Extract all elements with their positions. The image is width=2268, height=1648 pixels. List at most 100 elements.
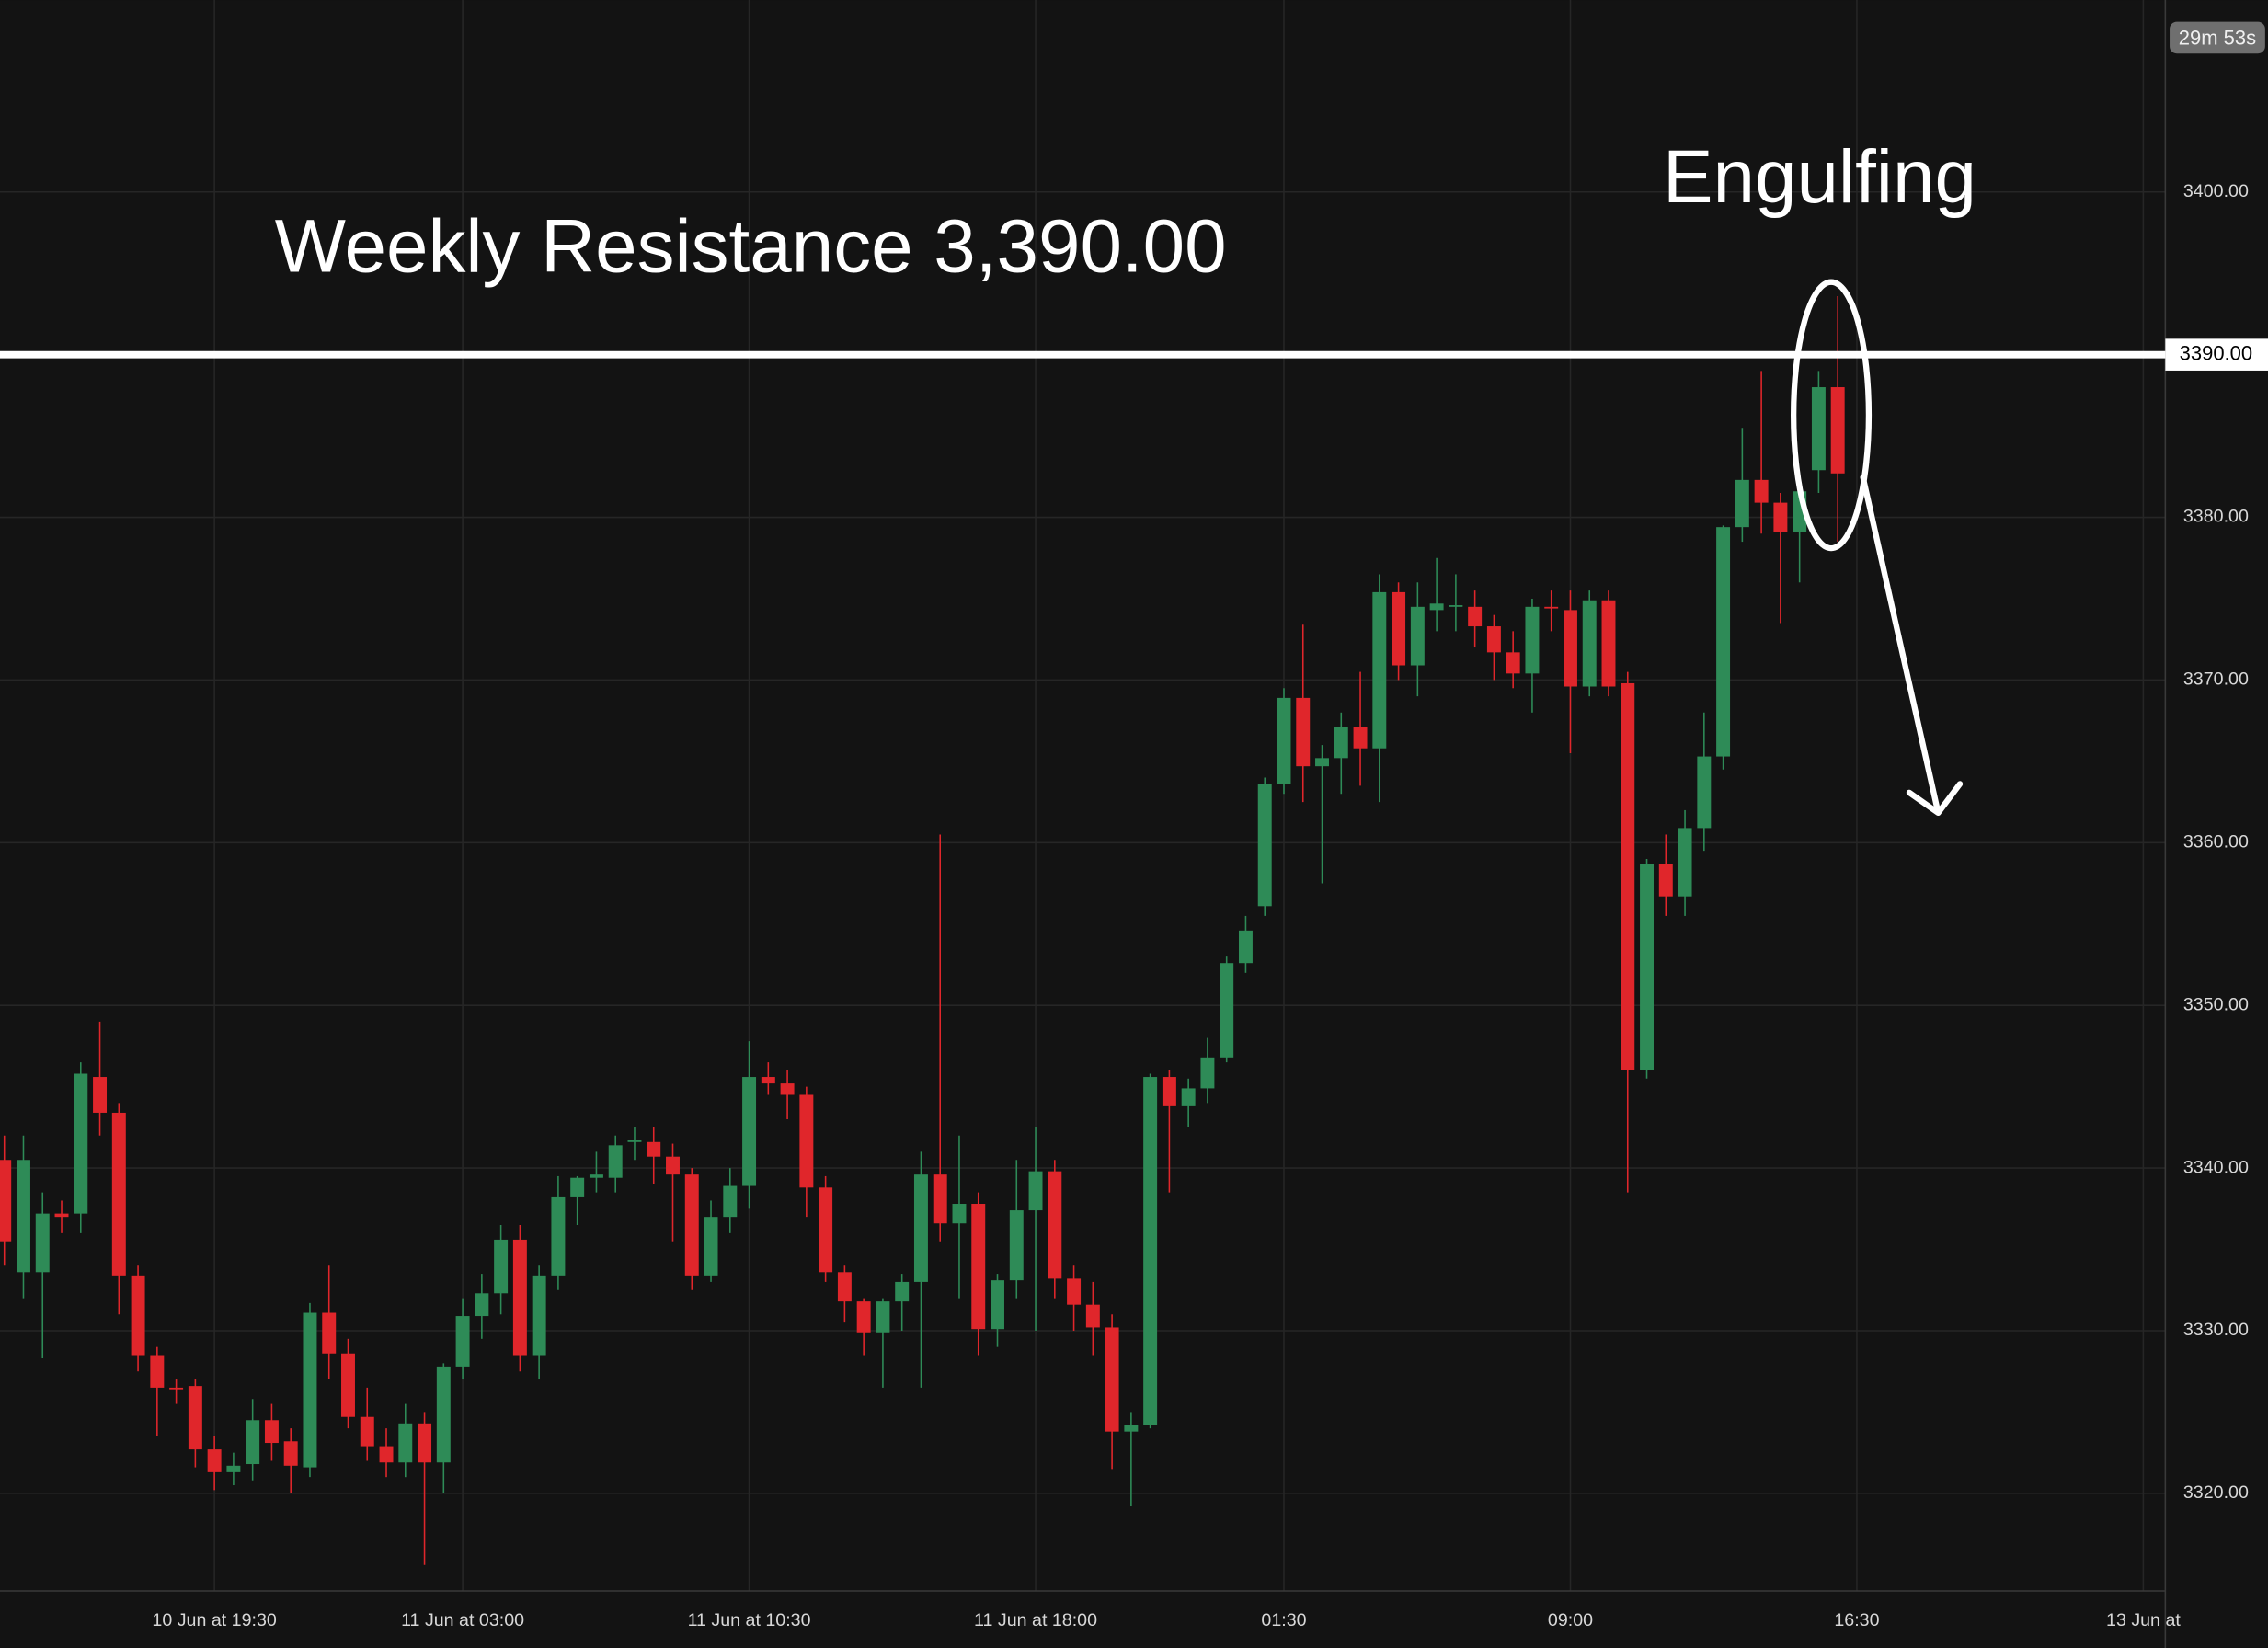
candle-body <box>1181 1088 1196 1106</box>
candle-body <box>264 1420 279 1444</box>
candle-body <box>360 1416 374 1447</box>
candle-body <box>704 1217 718 1276</box>
candle-body <box>418 1423 432 1463</box>
candle-body <box>74 1073 88 1214</box>
candle-body <box>54 1213 69 1218</box>
y-tick-label: 3400.00 <box>2183 181 2249 201</box>
x-tick-label: 13 Jun at <box>2106 1610 2181 1631</box>
x-tick-label: 11 Jun at 03:00 <box>401 1610 524 1631</box>
candle-body <box>246 1420 260 1465</box>
candle-body <box>1773 502 1788 532</box>
candle-body <box>1601 600 1616 687</box>
x-tick-label: 10 Jun at 19:30 <box>152 1610 276 1631</box>
candle-body <box>1085 1304 1100 1328</box>
candle-body <box>1162 1077 1176 1106</box>
candle-body <box>0 1160 12 1242</box>
candle-body <box>341 1353 355 1417</box>
candle-body <box>1353 727 1368 749</box>
candle-body <box>1372 591 1387 749</box>
candle-body <box>876 1301 890 1333</box>
candle-body <box>207 1449 222 1472</box>
candle-body <box>1238 930 1253 964</box>
candle-body <box>1716 527 1731 757</box>
candle-body <box>761 1077 775 1084</box>
candle-body <box>1678 828 1692 897</box>
x-tick-label: 01:30 <box>1261 1610 1306 1631</box>
candle-body <box>819 1187 833 1273</box>
candle-body <box>532 1275 546 1356</box>
candle-body <box>895 1281 910 1302</box>
candle-body <box>799 1094 814 1188</box>
candle-body <box>780 1083 795 1095</box>
candle-body <box>1277 697 1291 784</box>
y-tick-label: 3330.00 <box>2183 1320 2249 1340</box>
candle-body <box>512 1239 527 1356</box>
candle-body <box>1449 605 1463 607</box>
candle-body <box>837 1272 852 1302</box>
candle-body <box>1697 756 1712 829</box>
candle-body <box>1429 603 1444 611</box>
countdown: 29m 53s <box>2179 26 2256 49</box>
candle-body <box>1486 626 1501 653</box>
candle-body <box>1582 600 1597 687</box>
candle-body <box>35 1213 50 1273</box>
y-tick-label: 3370.00 <box>2183 670 2249 690</box>
candle-body <box>1621 682 1635 1070</box>
candle-body <box>952 1204 967 1224</box>
candle-body <box>551 1196 566 1276</box>
candle-body <box>1658 864 1673 897</box>
x-tick-label: 16:30 <box>1834 1610 1879 1631</box>
candles <box>0 295 1845 1565</box>
candle-body <box>188 1386 202 1450</box>
candle-body <box>1563 610 1577 687</box>
candle-body <box>856 1301 871 1333</box>
candle-body <box>17 1160 30 1273</box>
candle-body <box>1506 652 1520 674</box>
candle-body <box>1143 1077 1158 1425</box>
x-tick-label: 09:00 <box>1548 1610 1593 1631</box>
candle-body <box>1410 606 1425 666</box>
candle-body <box>1392 591 1406 666</box>
candle-body <box>913 1174 928 1282</box>
y-tick-label: 3380.00 <box>2183 507 2249 527</box>
candle-body <box>379 1446 394 1463</box>
candle-body <box>1468 606 1483 627</box>
candle-body <box>1735 479 1749 528</box>
highlight-ellipse <box>1791 279 1873 552</box>
candle-body <box>475 1293 489 1317</box>
candle-body <box>684 1174 699 1276</box>
candle-body <box>1544 606 1559 609</box>
candle-body <box>1525 606 1540 674</box>
candle-body <box>131 1275 145 1356</box>
x-tick-label: 11 Jun at 18:00 <box>974 1610 1097 1631</box>
countdown-box <box>2170 21 2265 54</box>
candle-body <box>1257 784 1272 907</box>
candle-body <box>1028 1171 1043 1211</box>
candle-body <box>666 1156 680 1175</box>
overlay <box>1791 279 1964 817</box>
annotation: Weekly Resistance 3,390.00 <box>275 205 1227 289</box>
candle-body <box>494 1239 509 1294</box>
candle-body <box>398 1423 413 1463</box>
candle-body <box>436 1366 451 1463</box>
candle-body <box>570 1177 585 1197</box>
candle-body <box>991 1280 1004 1330</box>
candle-body <box>1067 1278 1082 1305</box>
candle-body <box>283 1441 298 1466</box>
candle-body <box>111 1112 126 1276</box>
candle-body <box>1754 479 1769 503</box>
candle-body <box>1124 1425 1139 1432</box>
candle-body <box>1811 387 1826 471</box>
candle-body <box>933 1174 947 1224</box>
candle-body <box>647 1141 661 1157</box>
candle-body <box>303 1312 317 1468</box>
price-label-box <box>2165 338 2268 371</box>
price-label: 3390.00 <box>2180 341 2253 364</box>
candle-body <box>93 1077 108 1113</box>
candle-body <box>455 1316 470 1367</box>
candle-body <box>1296 697 1311 767</box>
candle-body <box>1220 963 1234 1058</box>
